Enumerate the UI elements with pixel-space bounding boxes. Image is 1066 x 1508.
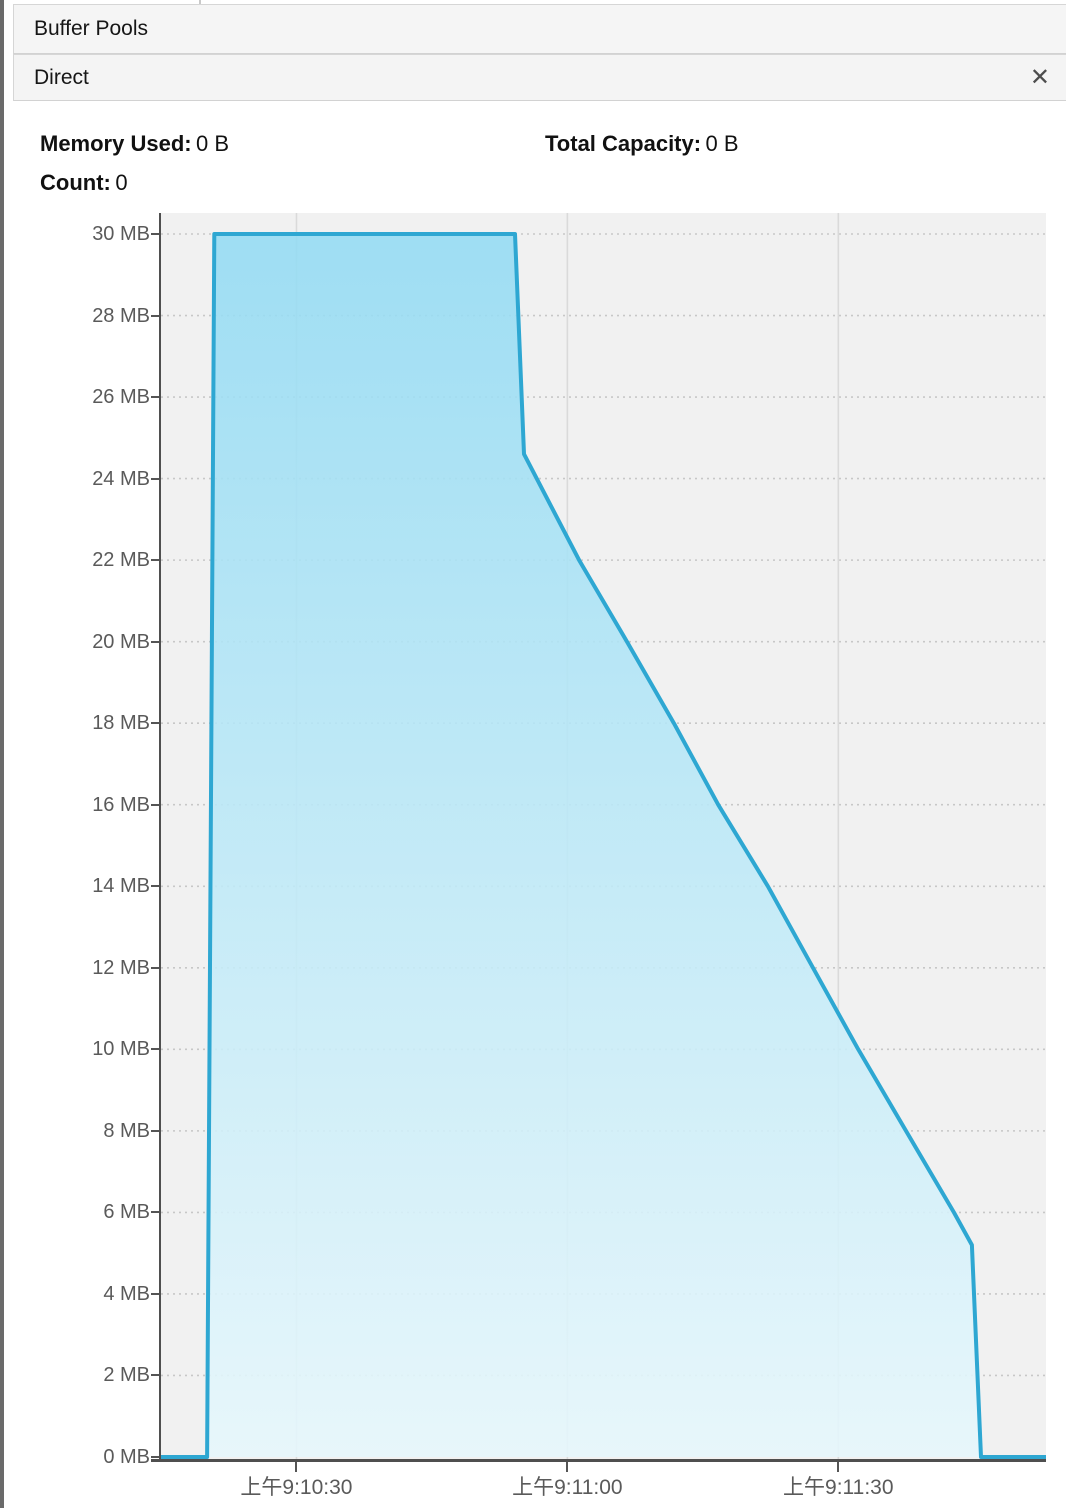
top-divider <box>199 0 201 5</box>
y-axis-tick <box>151 1374 159 1377</box>
y-axis-tick-label: 12 MB <box>92 956 150 979</box>
window-edge-strip <box>0 0 4 1508</box>
count-label: Count: <box>40 170 111 195</box>
y-axis-tick <box>151 1048 159 1051</box>
count-value: 0 <box>115 170 128 195</box>
y-axis-tick-label: 24 MB <box>92 467 150 490</box>
memory-used-value: 0 B <box>196 131 230 156</box>
x-axis-tick-label: 上午9:11:00 <box>512 1476 623 1499</box>
y-axis-line <box>159 213 161 1462</box>
y-axis-tick <box>151 722 159 725</box>
y-axis-tick <box>151 803 159 806</box>
y-axis-tick-label: 28 MB <box>92 304 150 327</box>
y-axis-tick-label: 8 MB <box>103 1119 150 1142</box>
y-axis-tick <box>151 233 159 235</box>
y-axis-tick-label: 0 MB <box>103 1446 150 1468</box>
y-axis-tick <box>151 559 159 562</box>
memory-used-label: Memory Used: <box>40 131 192 156</box>
y-axis-tick-label: 30 MB <box>92 223 150 245</box>
memory-series-line <box>159 232 1048 1459</box>
y-axis-tick-label: 14 MB <box>92 875 150 898</box>
panel-title: Direct <box>34 65 89 89</box>
top-strip <box>4 0 1066 4</box>
stat-count: Count: 0 <box>40 170 128 196</box>
section-header-buffer-pools[interactable]: Buffer Pools <box>13 4 1066 54</box>
y-axis-tick-label: 16 MB <box>92 793 150 816</box>
close-icon[interactable]: ✕ <box>1026 65 1054 90</box>
stat-memory-used: Memory Used: 0 B <box>40 131 229 157</box>
x-axis-tick-label: 上午9:11:30 <box>783 1476 894 1499</box>
y-axis-tick <box>151 1456 159 1458</box>
y-axis-tick <box>151 314 159 317</box>
y-axis-tick-label: 10 MB <box>92 1038 150 1061</box>
section-title: Buffer Pools <box>34 17 149 40</box>
y-axis-tick <box>151 640 159 643</box>
y-axis-tick <box>151 966 159 969</box>
y-axis-tick-label: 22 MB <box>92 549 150 572</box>
y-axis-tick-label: 2 MB <box>103 1364 150 1387</box>
y-axis-tick <box>151 1292 159 1295</box>
y-axis-tick <box>151 396 159 399</box>
x-axis-tick-label: 上午9:10:30 <box>240 1476 353 1499</box>
x-axis-tick <box>837 1462 840 1472</box>
y-axis-tick <box>151 885 159 888</box>
y-axis-tick-label: 6 MB <box>103 1201 150 1224</box>
memory-usage-chart[interactable] <box>159 213 1048 1459</box>
chart-canvas <box>159 213 1048 1459</box>
memory-area-fill <box>161 234 1046 1457</box>
y-axis-tick-label: 26 MB <box>92 386 150 409</box>
y-axis-tick-label: 4 MB <box>103 1282 150 1305</box>
panel-header-direct[interactable]: Direct ✕ <box>13 54 1066 101</box>
total-capacity-value: 0 B <box>705 131 739 156</box>
y-axis-tick-label: 20 MB <box>92 630 150 653</box>
x-axis-line <box>151 1459 1046 1462</box>
y-axis-tick-label: 18 MB <box>92 712 150 735</box>
y-axis-tick <box>151 477 159 480</box>
stat-total-capacity: Total Capacity: 0 B <box>545 131 739 157</box>
x-axis-tick <box>566 1462 569 1472</box>
total-capacity-label: Total Capacity: <box>545 131 702 156</box>
y-axis-tick <box>151 1211 159 1214</box>
x-axis-tick <box>295 1462 298 1472</box>
y-axis-tick <box>151 1129 159 1132</box>
